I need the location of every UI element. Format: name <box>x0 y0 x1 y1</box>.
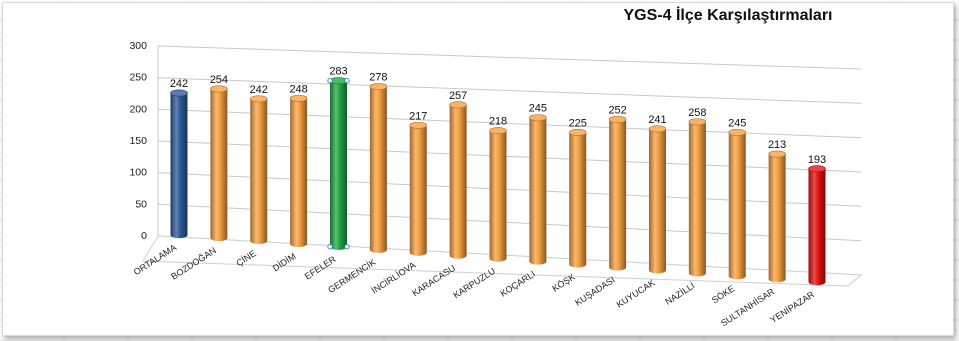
x-tick-label: KUYUCAK <box>615 278 657 310</box>
bar-yeni̇pazar[interactable] <box>808 165 826 286</box>
bar-body <box>529 117 547 265</box>
bar-çi̇ne[interactable] <box>249 95 268 245</box>
data-label: 258 <box>688 107 706 119</box>
bar-nazi̇lli̇[interactable] <box>688 118 707 277</box>
bar-body <box>290 98 308 248</box>
bar-cap <box>688 118 707 126</box>
bar-cap <box>369 83 388 91</box>
data-label: 242 <box>170 78 188 90</box>
gridline <box>157 45 862 70</box>
y-tick-label: 200 <box>129 103 147 115</box>
bar-body <box>489 130 507 262</box>
bar-body <box>768 154 786 283</box>
bar-cap <box>249 95 268 103</box>
data-label: 245 <box>728 117 746 129</box>
data-label: 218 <box>489 116 507 128</box>
bar-body <box>369 86 387 253</box>
bar-cap <box>489 127 507 135</box>
bar-cap <box>529 114 547 122</box>
bar-body <box>728 132 746 280</box>
bar-body <box>250 98 268 245</box>
bar-body <box>409 125 427 256</box>
bar-body <box>609 119 627 271</box>
bar-köşk[interactable] <box>568 128 587 268</box>
data-label: 241 <box>648 114 666 126</box>
bar-cap <box>210 85 228 93</box>
data-label: 283 <box>329 66 347 78</box>
bar-cap <box>808 165 826 173</box>
data-label: 217 <box>409 110 427 122</box>
data-label: 242 <box>250 84 268 96</box>
bar-germenci̇k[interactable] <box>369 83 388 253</box>
bar-cap <box>648 125 667 133</box>
gridline <box>157 77 862 104</box>
bar-body <box>688 121 706 277</box>
bar-di̇di̇m[interactable] <box>289 94 308 248</box>
data-label: 213 <box>768 139 786 151</box>
y-tick-label: 50 <box>135 198 147 210</box>
bar-karacasu[interactable] <box>449 101 467 259</box>
y-tick-label: 100 <box>129 167 147 179</box>
bar-chart: 050100150200250300242ORTALAMA254BOZDOĞAN… <box>129 40 863 328</box>
bar-cap <box>608 115 627 123</box>
bar-efeler[interactable] <box>327 77 350 250</box>
data-label: 248 <box>289 83 307 95</box>
bar-i̇nci̇rli̇ova[interactable] <box>409 121 428 256</box>
bar-body <box>330 80 347 250</box>
bar-söke[interactable] <box>728 128 747 280</box>
selection-handle <box>327 244 333 250</box>
data-label: 257 <box>449 90 467 102</box>
bar-sultanhi̇sar[interactable] <box>768 150 786 283</box>
bar-body <box>569 132 587 268</box>
data-label: 254 <box>210 74 228 86</box>
x-tick-label: KUŞADASI <box>573 275 617 308</box>
bar-body <box>210 88 228 242</box>
selection-handle <box>344 78 350 84</box>
data-label: 225 <box>569 117 587 129</box>
bar-bozdoğan[interactable] <box>210 85 228 242</box>
bar-ortalama[interactable] <box>170 89 188 239</box>
data-label: 193 <box>808 154 826 166</box>
bars <box>170 77 826 286</box>
x-tick-label: NAZİLLİ <box>663 280 696 306</box>
y-tick-label: 0 <box>141 230 147 242</box>
bar-cap <box>768 150 786 158</box>
selection-handle <box>327 78 333 84</box>
bar-cap <box>449 101 467 109</box>
bar-kuyucak[interactable] <box>648 125 667 274</box>
bar-kuşadasi[interactable] <box>608 115 627 271</box>
chart-area[interactable]: 0 50 100 150 200 250 300 242 ORTALAMA 254 BOZDOĞAN… <box>2 2 954 336</box>
y-axis-labels: 0 50 100 150 200 250 300 <box>129 40 147 242</box>
bar-cap <box>289 94 308 102</box>
bar-body <box>170 93 188 239</box>
bar-cap <box>728 128 747 136</box>
data-label: 278 <box>369 72 387 84</box>
x-tick-label: SÖKE <box>710 283 736 305</box>
bar-cap <box>409 121 428 129</box>
chart-title: YGS-4 İlçe Karşılaştırmaları <box>623 7 833 24</box>
bar-body <box>449 104 467 259</box>
bar-body <box>808 168 826 286</box>
bar-koçarli[interactable] <box>529 114 547 265</box>
data-label: 252 <box>608 105 626 117</box>
bar-body <box>649 128 666 274</box>
data-label: 245 <box>529 103 547 115</box>
bar-karpuzlu[interactable] <box>489 127 507 262</box>
selection-handle <box>344 244 350 250</box>
bar-cap <box>568 128 587 136</box>
y-tick-label: 150 <box>129 135 147 147</box>
y-tick-label: 300 <box>129 40 147 52</box>
bar-cap <box>170 89 188 97</box>
y-tick-label: 250 <box>129 72 147 84</box>
